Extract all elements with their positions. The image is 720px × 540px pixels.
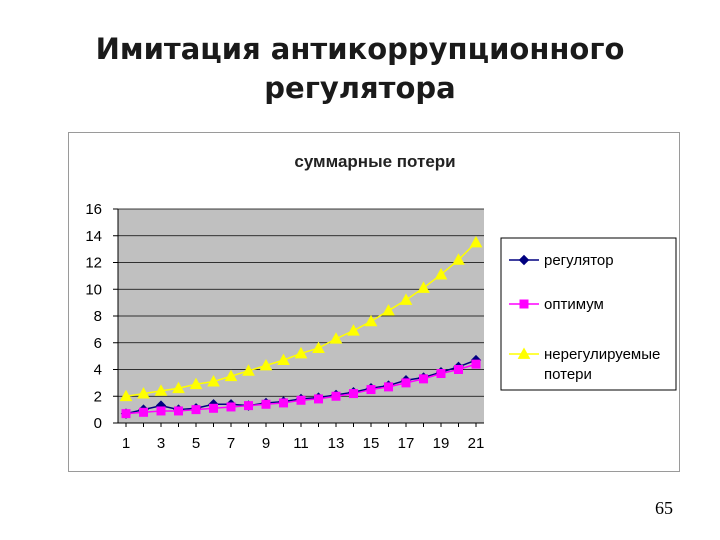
data-point xyxy=(434,268,448,280)
y-tick-label: 14 xyxy=(85,228,102,245)
legend-label: оптимум xyxy=(544,296,604,313)
slide-title: Имитация антикоррупционного регулятора xyxy=(0,30,720,108)
data-point xyxy=(294,346,308,359)
data-point xyxy=(364,314,378,327)
y-tick-label: 0 xyxy=(94,415,102,432)
data-point xyxy=(277,353,290,366)
x-tick-label: 21 xyxy=(468,435,485,452)
y-tick-label: 8 xyxy=(94,308,102,325)
data-point xyxy=(347,324,360,336)
legend-label: регулятор xyxy=(544,252,614,269)
data-point xyxy=(121,409,131,419)
data-point xyxy=(454,365,463,374)
legend-swatch-marker xyxy=(519,299,529,309)
data-point xyxy=(366,385,376,395)
legend-label: нерегулируемые xyxy=(544,346,660,363)
data-point xyxy=(189,377,203,390)
legend-item: нерегулируемые потери xyxy=(509,346,660,383)
x-tick-label: 9 xyxy=(262,435,270,452)
data-point xyxy=(259,358,273,371)
x-tick-label: 1 xyxy=(122,435,130,452)
y-tick-label: 6 xyxy=(94,335,102,352)
legend-box xyxy=(500,237,677,391)
legend-swatch-marker xyxy=(518,254,530,266)
legend-label: потери xyxy=(544,366,592,383)
data-point xyxy=(156,406,166,416)
data-point xyxy=(209,403,218,413)
legend-swatch-marker xyxy=(517,347,531,359)
page-number: 65 xyxy=(655,498,673,518)
data-point xyxy=(312,341,325,353)
data-point xyxy=(207,375,220,387)
data-point xyxy=(174,406,183,416)
x-tick-label: 13 xyxy=(328,435,345,452)
series-optimum xyxy=(121,359,481,419)
y-tick-label: 2 xyxy=(94,388,102,405)
data-point xyxy=(419,374,428,384)
slide-title-line-1: Имитация антикоррупционного xyxy=(95,32,625,66)
x-tick-label: 5 xyxy=(192,435,200,452)
data-point xyxy=(331,391,341,401)
data-point xyxy=(417,281,430,293)
x-tick-label: 15 xyxy=(363,435,380,452)
data-point xyxy=(384,382,393,392)
data-point xyxy=(191,405,201,415)
x-tick-label: 11 xyxy=(293,435,309,452)
data-point xyxy=(401,378,411,388)
legend: регулятор оптимум нерегулируемые потери xyxy=(500,237,677,391)
x-tick-label: 17 xyxy=(398,435,415,452)
data-point xyxy=(329,332,343,344)
y-tick-label: 4 xyxy=(94,362,102,379)
legend-item: оптимум xyxy=(509,296,604,313)
data-point xyxy=(154,384,168,396)
legend-item: регулятор xyxy=(509,252,614,269)
data-point xyxy=(382,304,395,316)
data-point xyxy=(261,399,271,409)
data-point xyxy=(469,235,483,248)
data-point xyxy=(349,389,358,399)
x-tick-label: 3 xyxy=(157,435,165,452)
data-point xyxy=(244,401,253,411)
x-tick-label: 19 xyxy=(433,435,450,452)
slide-title-line-2: регулятора xyxy=(264,71,456,105)
data-point xyxy=(224,369,238,382)
data-point xyxy=(226,402,236,412)
data-point xyxy=(296,395,306,405)
data-point xyxy=(119,389,133,402)
y-tick-label: 10 xyxy=(85,281,102,298)
chart-title: суммарные потери xyxy=(294,152,455,171)
data-point xyxy=(436,369,446,379)
data-point xyxy=(399,293,413,305)
data-point xyxy=(452,253,465,265)
y-tick-label: 16 xyxy=(85,201,102,218)
data-point xyxy=(137,387,150,399)
series-unregulated xyxy=(119,235,483,402)
data-point xyxy=(139,407,148,417)
data-point xyxy=(242,364,255,376)
y-tick-label: 12 xyxy=(85,255,102,272)
data-point xyxy=(314,394,323,404)
x-tick-label: 7 xyxy=(227,435,235,452)
data-point xyxy=(279,398,288,408)
data-point xyxy=(172,381,185,394)
chart-frame: суммарные потери 0 2 4 6 8 10 12 14 16 1 3 5 7 9 11 13 15… xyxy=(68,132,680,472)
data-point xyxy=(471,359,481,369)
